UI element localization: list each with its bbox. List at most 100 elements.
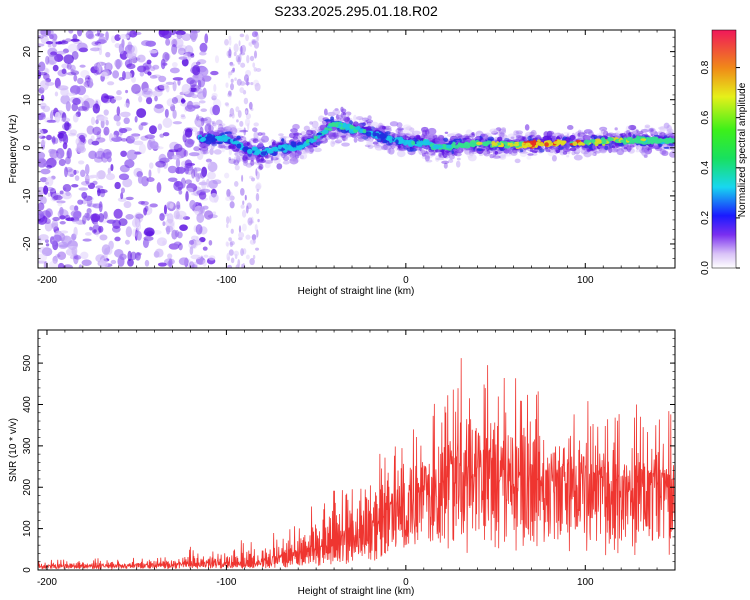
spectrogram-noise-blob [70, 38, 80, 42]
spectrogram-halo-blob [626, 145, 632, 153]
spectrogram-noise-blob [186, 187, 194, 194]
spectrogram-band-blob [497, 136, 503, 142]
spectrogram-halo-blob [424, 129, 430, 136]
spectrogram-noise-blob [193, 261, 198, 268]
spectrogram-noise-blob [123, 117, 130, 125]
spectrogram-noise-blob [57, 132, 65, 139]
spectrogram-halo-blob [381, 145, 388, 151]
spectrogram-noise-blob [81, 100, 90, 112]
spectrogram-noise-blob [181, 33, 192, 42]
spectrogram-halo-blob [471, 131, 475, 136]
spectrogram-ridge-point [535, 141, 540, 146]
spectrogram-streak-blob [230, 228, 234, 234]
spectrogram-noise-blob [143, 90, 153, 95]
spectrogram-noise-blob [38, 43, 45, 47]
spectrogram-halo-blob [575, 148, 582, 153]
spectrogram-band-blob [663, 135, 668, 139]
spectrogram-streak-blob [249, 258, 255, 266]
spectrogram-halo-blob [209, 148, 214, 155]
spectrogram-noise-blob [38, 128, 44, 139]
spectrogram-noise-blob [60, 94, 71, 105]
spectrogram-noise-blob [114, 181, 121, 190]
spectrogram-halo-blob [358, 117, 365, 124]
spectrogram-ridge-point [231, 141, 238, 145]
spectrogram-noise-blob [50, 188, 56, 193]
spectrogram-noise-blob [61, 63, 70, 69]
spectrogram-halo-blob [252, 127, 258, 132]
spectrogram-halo-blob [223, 126, 233, 133]
spectrogram-halo-blob [233, 159, 240, 166]
spectrogram-noise-blob [66, 62, 72, 70]
spectrogram-halo-blob [515, 134, 522, 139]
spectrogram-noise-blob [195, 61, 201, 66]
spectrogram-noise-blob [113, 95, 123, 101]
spectrogram-noise-blob [168, 258, 173, 268]
spectrogram-streak-blob [240, 263, 244, 268]
spectrogram-band-blob [324, 119, 332, 122]
spectrogram-halo-blob [562, 148, 571, 152]
spectrogram-noise-blob [58, 241, 69, 250]
spectrogram-noise-blob [207, 161, 218, 173]
spectrogram-noise-blob [194, 116, 205, 128]
spectrogram-noise-blob [71, 246, 78, 256]
spectrogram-noise-blob [191, 169, 196, 179]
spectrogram-noise-blob [94, 156, 103, 163]
spectrogram-noise-blob [185, 162, 196, 166]
spectrogram-streak-blob [253, 50, 258, 59]
spectrogram-noise-blob [77, 30, 83, 37]
spectrogram-noise-blob [175, 204, 181, 211]
spectrogram-halo-blob [367, 115, 372, 121]
spectrogram-noise-blob [190, 33, 197, 43]
spectrogram-noise-blob [53, 195, 63, 201]
spectrogram-noise-blob [157, 84, 165, 91]
spectrogram-halo-blob [583, 150, 592, 158]
spectrogram-noise-blob [105, 51, 111, 58]
spectrogram-noise-blob [92, 103, 101, 114]
spectrogram-noise-blob [90, 116, 96, 126]
spectrogram-noise-blob [116, 90, 122, 96]
spectrogram-halo-blob [581, 131, 588, 135]
spectrogram-band-blob [306, 129, 314, 136]
spectrogram-ridge-point [313, 135, 318, 140]
spectrogram-noise-blob [200, 117, 205, 126]
spectrogram-noise-blob [125, 135, 135, 144]
spectrogram-noise-blob [196, 150, 204, 161]
spectrogram-noise-blob [54, 77, 61, 89]
spectrogram-halo-blob [343, 115, 349, 123]
spectrogram-noise-blob [72, 97, 81, 106]
spectrogram-noise-blob [55, 254, 61, 258]
spectrogram-halo-blob [341, 108, 347, 113]
spectrogram-noise-blob [131, 133, 141, 137]
spectrogram-marks [38, 30, 675, 268]
spectrogram-halo-blob [635, 149, 640, 153]
snr-panel: -200 -100 0 100 0 100 200 300 400 500 Height of s… [8, 329, 676, 597]
spectrogram-halo-blob [443, 154, 450, 159]
figure-title: S233.2025.295.01.18.R02 [274, 3, 438, 19]
spectrogram-halo-blob [337, 132, 346, 137]
spectrogram-noise-blob [83, 97, 95, 109]
spectrogram-noise-blob [56, 148, 65, 159]
spectrogram-noise-blob [62, 264, 73, 268]
spectrogram-noise-blob [97, 147, 105, 159]
spectrogram-ridge-point [416, 141, 420, 145]
spectrogram-halo-blob [292, 157, 300, 163]
spectrogram-streak-blob [251, 234, 257, 241]
spectrogram-noise-blob [45, 134, 52, 141]
spectrogram-noise-blob [175, 214, 183, 220]
spectrogram-band-blob [465, 135, 470, 140]
spectrogram-noise-blob [154, 95, 158, 102]
spectrogram-halo-blob [248, 162, 255, 166]
spectrogram-ridge-point [316, 132, 323, 136]
spectrogram-noise-blob [157, 123, 163, 131]
spectrogram-streak-blob [249, 175, 254, 179]
spectrogram-noise-blob [193, 239, 202, 246]
spectrogram-noise-blob [189, 246, 194, 255]
spectrogram-noise-blob [118, 33, 130, 40]
spectrogram-noise-blob [154, 103, 164, 109]
spectrogram-noise-blob [93, 65, 100, 76]
spectrogram-noise-blob [172, 38, 184, 49]
spectrogram-noise-blob [38, 260, 47, 264]
spectrogram-halo-blob [529, 132, 537, 135]
spectrogram-halo-blob [497, 151, 506, 159]
spectrogram-halo-blob [448, 159, 454, 163]
